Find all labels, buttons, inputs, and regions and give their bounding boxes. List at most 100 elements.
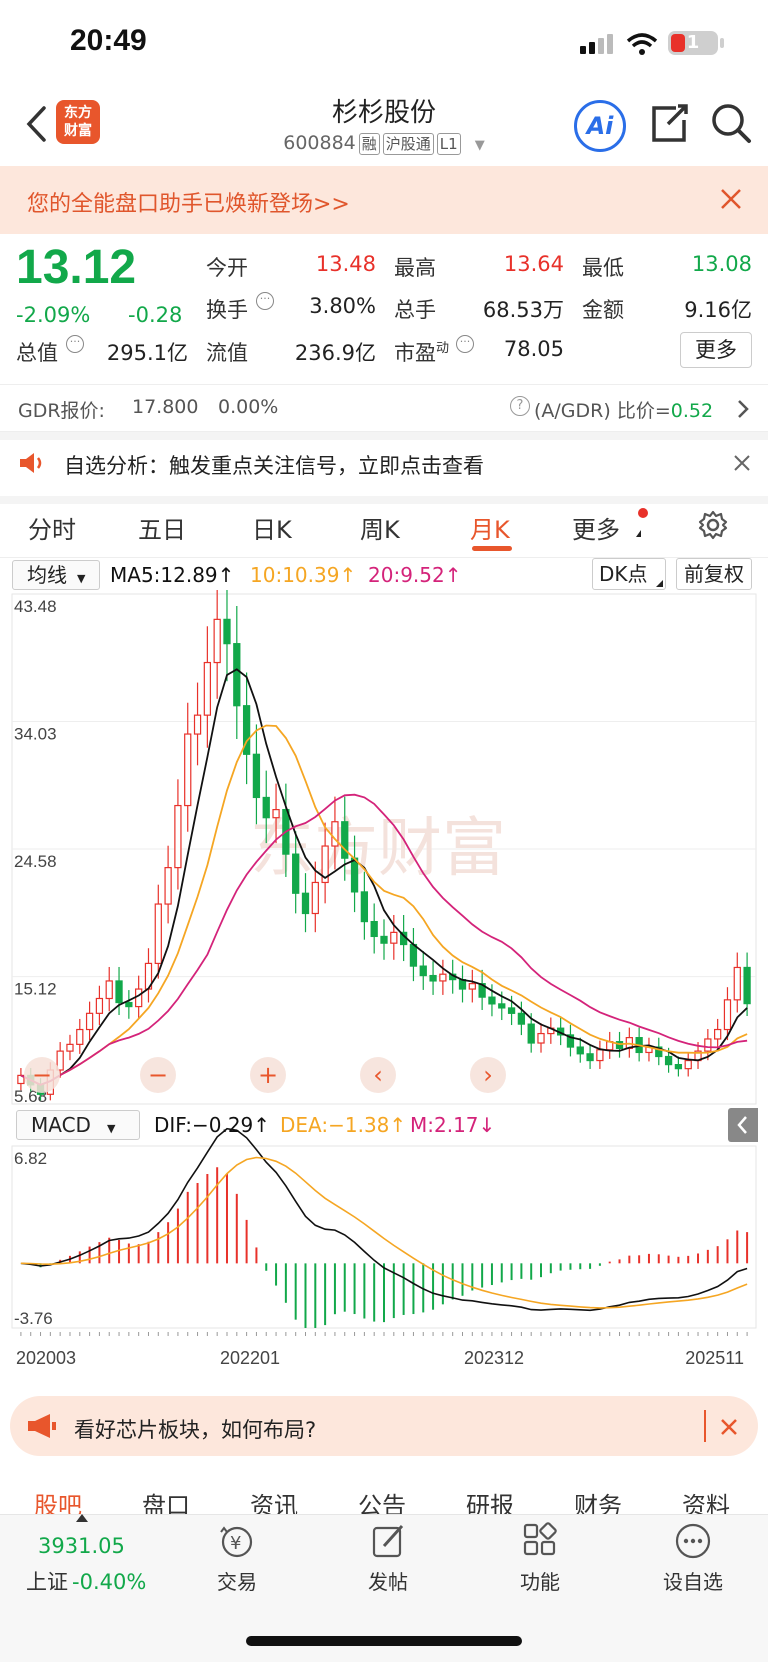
open-label: 今开 [206,256,248,280]
chevron-left-icon-glyph: ‹ [373,1061,383,1089]
app-logo[interactable]: 东方 财富 [56,100,100,144]
info-icon[interactable]: ··· [66,335,84,353]
candle-body [292,853,300,894]
float-value: 236.9亿 [294,341,376,365]
nav-trade-label[interactable]: 交易 [217,1570,257,1594]
chevron-left-icon[interactable] [360,1057,396,1093]
pe-value: 78.05 [503,337,564,361]
candle-body [203,661,212,716]
zoom-in-icon[interactable] [250,1057,286,1093]
candle-body [409,943,418,967]
promo-banner-text[interactable]: 您的全能盘口助手已焕新登场>> [27,192,350,217]
high-value: 13.64 [503,252,564,276]
candle-body [478,983,486,998]
candle-body [85,1012,94,1031]
search-icon[interactable] [710,102,752,144]
ma20-value: 20:9.52↑ [368,563,462,587]
adjust-button[interactable]: 前复权 [676,558,752,590]
candle-body [537,1032,545,1044]
price-tick-label: 24.58 [14,852,57,871]
candle-body [576,1046,584,1055]
tab-five-day[interactable]: 五日 [138,516,186,544]
status-bar: 20:49 1 [0,0,768,84]
nav-function-label[interactable]: 功能 [520,1570,560,1594]
date-tick-label: 202312 [464,1348,524,1368]
more-circle-icon[interactable] [674,1522,712,1560]
apps-icon[interactable] [522,1522,558,1558]
indicator-select[interactable]: MACD ▼ [16,1110,140,1140]
close-icon[interactable] [734,455,750,471]
gdr-price: 17.800 [132,396,199,418]
candle-body [527,1023,535,1044]
candle-body [223,618,231,645]
help-icon[interactable]: ? [510,396,530,416]
candle-body [242,705,251,755]
candle-body [566,1034,575,1048]
gdr-percent: 0.00% [218,396,279,418]
candle-body [95,997,104,1014]
topic-banner-text[interactable]: 看好芯片板块，如何布局? [74,1418,317,1442]
chevron-left-icon[interactable] [24,104,48,144]
candle-body [56,1050,64,1071]
tab-intraday[interactable]: 分时 [28,516,76,544]
candle-body [301,892,310,915]
zoom-out-icon[interactable] [24,1057,60,1093]
info-icon[interactable]: ··· [456,335,474,353]
candle-body [193,714,202,735]
stock-name: 杉杉股份 [331,98,436,128]
close-icon[interactable] [720,188,742,210]
chevron-right-icon[interactable] [470,1057,506,1093]
post-icon[interactable] [370,1522,408,1560]
chevron-right-icon[interactable] [736,398,750,420]
candle-body [233,643,241,707]
index-value[interactable]: 3931.05 [38,1534,125,1558]
zoom-out-icon-glyph: − [148,1061,168,1089]
candle-body [704,1038,712,1052]
candle-body [370,920,378,938]
info-icon[interactable]: ··· [256,292,274,310]
candle-body [733,966,741,1001]
m-value: M:2.17↓ [410,1113,496,1137]
candle-body [76,1028,84,1045]
low-label: 最低 [582,256,624,280]
current-price: 13.12 [16,241,137,294]
zoom-out-icon[interactable] [140,1057,176,1093]
turnover-label: 换手 [206,298,248,322]
tab-more[interactable]: 更多 [572,516,620,544]
dif-value: DIF:−0.29↑ [154,1113,271,1137]
collapse-button[interactable] [728,1108,758,1142]
candle-body [664,1055,673,1066]
candle-body [154,903,162,965]
gdr-row[interactable] [0,384,768,432]
gear-icon[interactable] [698,510,728,540]
tab-weekly[interactable]: 周K [360,516,400,544]
candle-body [517,1012,526,1025]
gdr-ratio: (A/GDR) 比价=0.52 [534,400,714,422]
nav-watchlist-label[interactable]: 设自选 [663,1570,723,1594]
ai-icon[interactable]: Ai [574,100,626,152]
tag-connect: 沪股通 [382,133,434,155]
tab-monthly[interactable]: 月K [470,516,510,544]
nav-post-label[interactable]: 发帖 [368,1570,408,1594]
index-row[interactable]: 上证 -0.40% [26,1570,147,1594]
macd-tick-label: 6.82 [14,1149,47,1168]
candle-body [311,881,319,915]
share-icon[interactable] [648,102,690,144]
dk-point-button[interactable]: DK点 [592,558,666,590]
promo-banner[interactable] [0,166,768,234]
more-button[interactable]: 更多 [680,332,752,368]
tab-daily[interactable]: 日K [252,516,292,544]
caret-down-icon[interactable]: ▼ [474,138,485,153]
float-label: 流值 [206,341,248,365]
stock-code-row: 600884 融沪股通 L1 ▼ [0,132,768,155]
topic-banner[interactable] [10,1396,758,1456]
candle-body [488,996,496,1005]
tag-level: L1 [436,133,461,155]
price-tick-label: 34.03 [14,725,57,744]
candle-body [507,1007,516,1014]
ma-select[interactable]: 均线 ▼ [12,560,100,590]
notice-text[interactable]: 自选分析：触发重点关注信号，立即点击查看 [64,454,484,478]
trade-icon[interactable]: ¥ [218,1524,256,1560]
close-icon[interactable] [720,1418,738,1436]
